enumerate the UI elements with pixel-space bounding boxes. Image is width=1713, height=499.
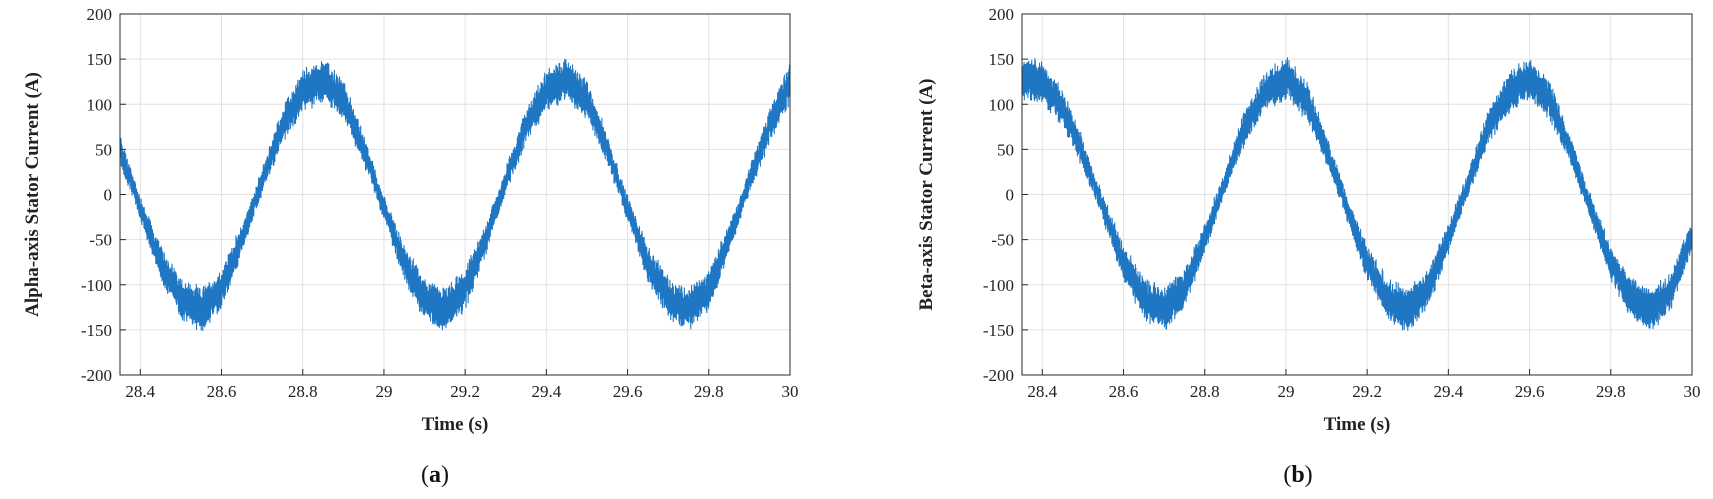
caption-letter: b	[1291, 462, 1304, 488]
x-tick-label: 28.6	[207, 382, 237, 401]
x-tick-label: 29.2	[450, 382, 480, 401]
x-tick-label: 28.4	[1027, 382, 1057, 401]
y-tick-label: 100	[87, 95, 113, 114]
y-tick-label: -100	[81, 276, 112, 295]
panel-caption: (b)	[1283, 462, 1312, 488]
y-tick-label: 150	[87, 50, 113, 69]
y-tick-label: 200	[989, 5, 1015, 24]
chart-panel-a: 28.4 28.6 28.8 29 29.2 29.4 29.6 29.8 30 200 150 10…	[22, 5, 799, 488]
x-tick-label: 29.2	[1352, 382, 1382, 401]
caption-letter: a	[429, 462, 441, 488]
y-axis-label: Alpha-axis Stator Current (A)	[22, 72, 43, 317]
x-tick-label: 29	[375, 382, 392, 401]
y-tick-label: 0	[104, 186, 113, 205]
y-axis-label: Beta-axis Stator Current (A)	[916, 78, 937, 310]
caption-paren-open: (	[1283, 462, 1291, 488]
x-tick-label: 28.8	[1190, 382, 1220, 401]
chart-panel-b: 28.4 28.6 28.8 29 29.2 29.4 29.6 29.8 30 200 150 10…	[916, 5, 1701, 488]
y-tick-label: 50	[95, 140, 112, 159]
series-line	[1021, 57, 1693, 331]
x-tick-label: 29.8	[1596, 382, 1626, 401]
y-tick-label: 200	[87, 5, 113, 24]
y-tick-label: -150	[81, 321, 112, 340]
x-tick-label: 30	[782, 382, 799, 401]
y-tick-label: -150	[983, 321, 1014, 340]
x-tick-label: 28.8	[288, 382, 318, 401]
x-tick-label: 29.4	[1433, 382, 1463, 401]
x-tick-label: 28.4	[125, 382, 155, 401]
y-tick-label: -50	[991, 231, 1014, 250]
y-tick-label: 100	[989, 95, 1015, 114]
caption-paren-close: )	[441, 462, 449, 488]
y-tick-label: -200	[983, 366, 1014, 385]
x-axis-label: Time (s)	[422, 414, 489, 435]
caption-paren-open: (	[421, 462, 429, 488]
series-line	[119, 59, 791, 332]
y-tick-label: 50	[997, 140, 1014, 159]
x-tick-label: 30	[1684, 382, 1701, 401]
y-tick-label: -200	[81, 366, 112, 385]
y-tick-label: -50	[89, 231, 112, 250]
y-tick-label: 0	[1006, 186, 1015, 205]
panel-caption: (a)	[421, 462, 449, 488]
x-tick-label: 29	[1277, 382, 1294, 401]
x-tick-label: 29.6	[1515, 382, 1545, 401]
y-tick-label: -100	[983, 276, 1014, 295]
caption-paren-close: )	[1305, 462, 1313, 488]
x-tick-label: 29.6	[613, 382, 643, 401]
x-tick-label: 29.8	[694, 382, 724, 401]
x-tick-label: 29.4	[531, 382, 561, 401]
x-tick-label: 28.6	[1109, 382, 1139, 401]
x-axis-label: Time (s)	[1324, 414, 1391, 435]
y-tick-label: 150	[989, 50, 1015, 69]
